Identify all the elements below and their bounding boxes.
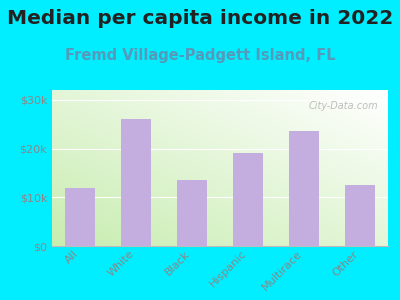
Bar <box>64 188 96 246</box>
Bar <box>177 180 208 246</box>
Bar <box>344 185 375 246</box>
Bar <box>233 153 264 246</box>
Bar <box>289 131 320 246</box>
Text: Fremd Village-Padgett Island, FL: Fremd Village-Padgett Island, FL <box>65 48 335 63</box>
Text: City-Data.com: City-Data.com <box>308 101 378 111</box>
Text: Median per capita income in 2022: Median per capita income in 2022 <box>7 9 393 28</box>
Bar <box>121 119 151 246</box>
